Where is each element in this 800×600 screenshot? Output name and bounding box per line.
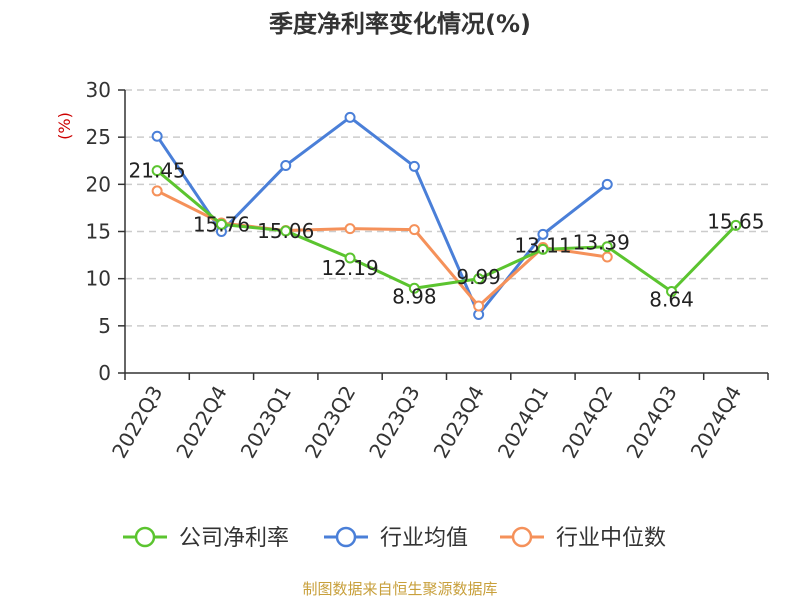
data-label: 9.99 [456,265,501,289]
legend-marker [335,526,357,548]
x-tick-label: 2023Q3 [364,382,424,463]
data-point [344,111,356,123]
data-label: 15.76 [193,212,250,236]
data-point [151,165,163,177]
data-point [151,185,163,197]
legend-label: 行业均值 [380,526,468,551]
data-label: 21.45 [129,159,186,183]
data-label: 15.65 [707,209,764,233]
x-tick-label: 2024Q3 [621,382,681,463]
data-point [344,223,356,235]
y-tick-label: 10 [86,267,111,291]
x-tick-label: 2023Q4 [429,382,489,463]
data-point [473,273,485,285]
data-point [537,228,549,240]
data-label: 13.39 [573,231,630,255]
data-point [408,160,420,172]
legend-label: 公司净利率 [179,526,289,551]
legend-marker [134,526,156,548]
y-tick-label: 30 [86,78,111,102]
data-point [601,241,613,253]
x-tick-label: 2024Q4 [686,382,746,463]
legend-item: 行业均值 [324,526,468,551]
legend-label: 行业中位数 [556,526,666,551]
x-tick-label: 2023Q2 [300,382,360,463]
x-tick-label: 2022Q4 [171,382,231,463]
data-point [151,130,163,142]
series-lines [151,111,742,321]
series-line [156,169,737,293]
y-axis-unit-label: (%) [55,112,74,140]
data-point [408,224,420,236]
legend-item: 公司净利率 [123,526,289,551]
y-tick-label: 15 [86,220,111,244]
legend: 公司净利率 行业均值 行业中位数 [123,526,666,551]
legend-item: 行业中位数 [500,526,666,551]
y-tick-label: 5 [98,314,111,338]
data-point [601,251,613,263]
legend-marker [511,526,533,548]
y-tick-label: 25 [86,125,111,149]
data-point [408,282,420,294]
data-point [344,252,356,264]
y-tick-label: 20 [86,172,111,196]
source-note: 制图数据来自恒生聚源数据库 [302,580,497,598]
data-label: 12.19 [321,256,378,280]
x-tick-label: 2022Q3 [107,382,167,463]
x-tick-label: 2024Q2 [557,382,617,463]
data-label: 8.98 [392,284,437,308]
y-tick-label: 0 [98,361,111,385]
data-point [730,219,742,231]
data-point [537,243,549,255]
data-point [473,300,485,312]
data-point [280,159,292,171]
data-labels: 21.45 15.76 15.06 12.19 8.98 9.99 13.11 13.39 8.… [129,159,765,312]
data-label: 15.06 [257,219,314,243]
data-point [215,218,227,230]
series-0 [151,165,742,297]
data-label: 8.64 [649,287,694,311]
data-point [601,178,613,190]
data-label: 13.11 [514,233,571,257]
x-tick-label: 2023Q1 [236,382,296,463]
x-tick-label: 2024Q1 [493,382,553,463]
chart-title: 季度净利率变化情况(%) [269,10,531,38]
series-line [155,115,609,317]
data-point [666,285,678,297]
data-point [280,225,292,237]
